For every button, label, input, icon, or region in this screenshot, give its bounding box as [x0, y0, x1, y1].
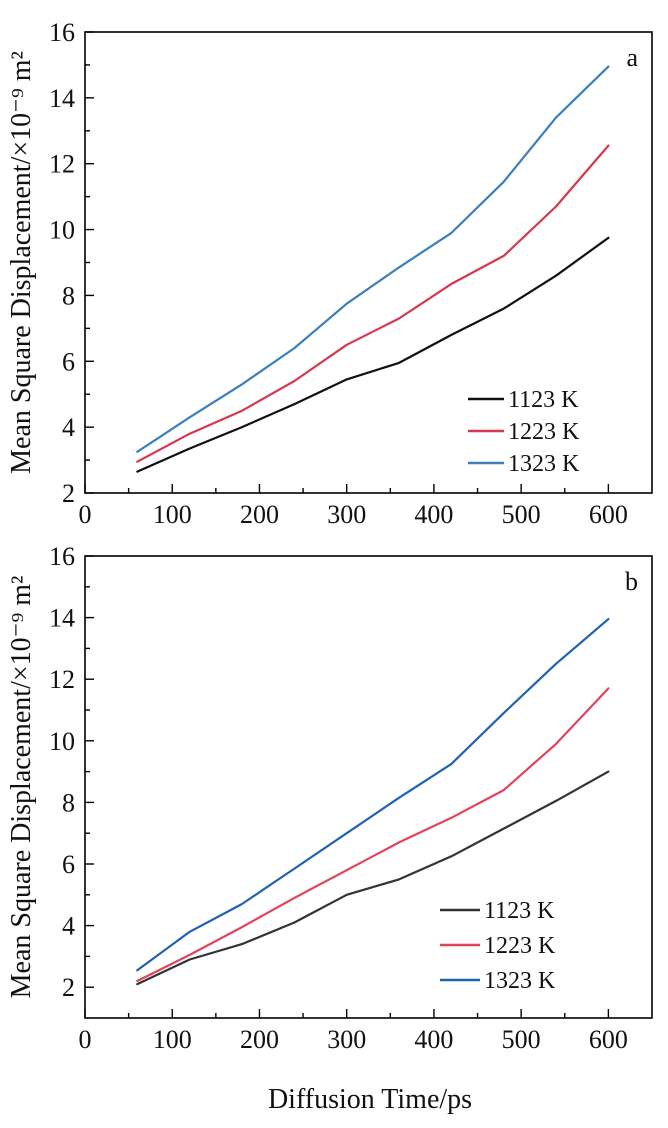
x-tick-label: 500	[502, 1025, 541, 1054]
plot-frame	[84, 555, 653, 1019]
x-tick-label: 100	[153, 1025, 192, 1054]
panel-b: 0 100 200 300 400 500 600 2 4 6 8 10 12 14 16 Mean Squa…	[6, 542, 653, 1054]
x-tick-label: 0	[79, 1025, 92, 1054]
series-line-1323-k	[136, 617, 610, 972]
y-tick-label: 16	[49, 18, 75, 47]
y-tick-label: 8	[62, 281, 75, 310]
y-tick-label: 4	[62, 912, 75, 941]
y-tick-label: 2	[62, 479, 75, 508]
x-tick-label: 500	[502, 500, 541, 529]
x-tick-label: 400	[414, 1025, 453, 1054]
series-line-1123-k	[136, 770, 610, 986]
panel-label: b	[625, 567, 638, 596]
y-tick-label: 12	[49, 665, 75, 694]
panel-label: a	[626, 43, 638, 72]
legend-label: 1323 K	[508, 451, 580, 477]
series-line-1123-k	[136, 236, 610, 473]
series-line-1223-k	[136, 144, 610, 463]
y-tick-label: 10	[49, 216, 75, 245]
y-tick-label: 4	[62, 413, 75, 442]
legend-label: 1223 K	[484, 933, 556, 959]
x-tick-label: 200	[240, 500, 279, 529]
x-tick-label: 600	[589, 1025, 628, 1054]
x-tick-label: 100	[153, 500, 192, 529]
y-tick-label: 6	[62, 850, 75, 879]
x-tick-label: 300	[327, 500, 366, 529]
x-axis-title: Diffusion Time/ps	[268, 1084, 472, 1115]
y-tick-label: 2	[62, 973, 75, 1002]
y-tick-label: 6	[62, 347, 75, 376]
x-tick-label: 0	[79, 500, 92, 529]
y-tick-label: 10	[49, 727, 75, 756]
x-tick-label: 600	[589, 500, 628, 529]
legend-label: 1123 K	[508, 387, 579, 413]
y-tick-label: 14	[49, 84, 75, 113]
legend-label: 1223 K	[508, 419, 580, 445]
y-axis-title: Mean Square Displacement/×10⁻⁹ m²	[6, 51, 37, 474]
y-tick-label: 14	[49, 604, 75, 633]
y-axis-title: Mean Square Displacement/×10⁻⁹ m²	[6, 576, 37, 999]
y-tick-label: 16	[49, 542, 75, 571]
y-tick-label: 8	[62, 788, 75, 817]
legend-label: 1123 K	[484, 898, 555, 924]
series-line-1223-k	[136, 687, 610, 983]
x-tick-label: 200	[240, 1025, 279, 1054]
x-tick-label: 300	[327, 1025, 366, 1054]
panel-a: 0 100 200 300 400 500 600 2 4 6 8 10 12 14 16 Mean Squa…	[6, 18, 653, 529]
x-tick-label: 400	[414, 500, 453, 529]
y-tick-label: 12	[49, 150, 75, 179]
legend-label: 1323 K	[484, 968, 556, 994]
series-line-1323-k	[136, 65, 610, 453]
